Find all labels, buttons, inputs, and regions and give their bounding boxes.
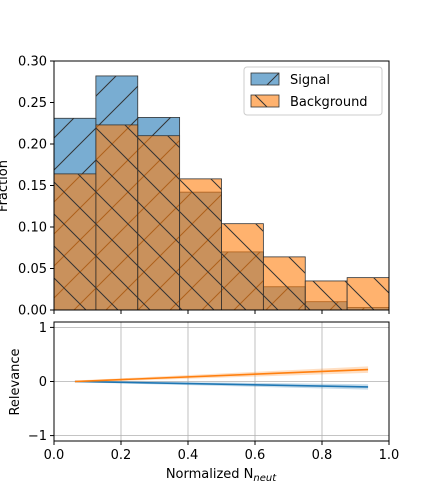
relevance-x-tick-label-2: 0.4 — [178, 448, 199, 463]
legend-signal-label: Signal — [290, 73, 330, 88]
legend-background-label: Background — [290, 95, 368, 110]
background-relevance-line — [74, 368, 369, 383]
relevance-y-tick-label-2: −1 — [28, 429, 47, 444]
x-label-main: Normalized N — [166, 467, 254, 482]
relevance-y-label: Relevance — [8, 348, 23, 415]
relevance-x-tick-label-5: 1.0 — [379, 448, 400, 463]
relevance-x-tick-label-3: 0.6 — [245, 448, 266, 463]
histogram-x-ticks — [53, 310, 390, 314]
histogram-y-tick-label-1: 0.05 — [18, 262, 47, 277]
legend: Signal Background — [243, 66, 383, 116]
signal-relevance-line — [74, 380, 369, 388]
relevance-y-ticks: 1 0 −1 — [28, 321, 54, 444]
relevance-panel: 1 0 −1 0.0 0.2 0.4 0.6 0.8 1.0 Relevance Normal… — [8, 321, 399, 484]
relevance-y-tick-label-1: 0 — [39, 375, 47, 390]
histogram-panel: 0.00 0.05 0.10 0.15 0.20 0.25 0.30 Fraction Si… — [0, 55, 390, 319]
legend-background: Background — [250, 94, 368, 110]
relevance-y-tick-label-0: 1 — [39, 321, 47, 336]
background-bar-hatch-2 — [137, 135, 180, 310]
histogram-y-ticks: 0.00 0.05 0.10 0.15 0.20 0.25 0.30 — [18, 55, 54, 319]
background-bar-hatch-3 — [179, 178, 222, 310]
histogram-y-tick-label-0: 0.00 — [18, 304, 47, 319]
background-bar-hatch-5 — [263, 256, 306, 310]
histogram-y-tick-label-6: 0.30 — [18, 55, 47, 70]
relevance-x-tick-label-0: 0.0 — [44, 448, 65, 463]
background-bar-hatch-7 — [347, 277, 389, 310]
background-bar-hatch-6 — [305, 280, 348, 310]
relevance-x-label: Normalized Nneut — [166, 467, 277, 484]
background-bar-hatch-0 — [54, 173, 96, 310]
histogram-y-label: Fraction — [0, 160, 11, 212]
legend-signal: Signal — [250, 72, 330, 88]
relevance-lines — [74, 366, 369, 390]
histogram-y-tick-label-3: 0.15 — [18, 179, 47, 194]
histogram-y-tick-label-2: 0.10 — [18, 221, 47, 236]
legend-signal-hatch — [251, 73, 279, 85]
relevance-grid — [53, 322, 390, 441]
histogram-bars — [54, 75, 389, 310]
relevance-x-tick-label-1: 0.2 — [111, 448, 132, 463]
histogram-y-tick-label-4: 0.20 — [18, 138, 47, 153]
histogram-y-tick-label-5: 0.25 — [18, 96, 47, 111]
x-label-subscript: neut — [253, 473, 277, 484]
relevance-x-tick-label-4: 0.8 — [312, 448, 333, 463]
background-bar-hatch-1 — [95, 124, 138, 310]
relevance-x-ticks: 0.0 0.2 0.4 0.6 0.8 1.0 — [44, 441, 400, 463]
legend-background-hatch — [251, 95, 279, 107]
background-bar-hatch-4 — [221, 223, 264, 310]
